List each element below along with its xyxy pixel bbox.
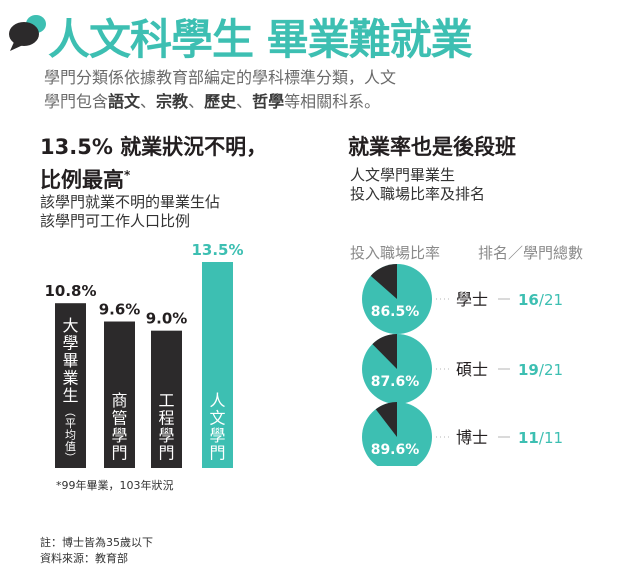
degree-label: 碩士 (456, 360, 488, 379)
speech-bubble-icon (9, 15, 46, 51)
right-sub-line-2: 投入職場比率及排名 (350, 185, 486, 203)
intro-term: 哲學 (252, 92, 285, 111)
left-subheading: 該學門就業不明的畢業生佔 該學門可工作人口比例 (40, 193, 220, 231)
bar-category-char: 業 (62, 369, 78, 388)
bar-category-char: 門 (111, 444, 127, 463)
footer: 註：博士皆為35歲以下 資料來源：教育部 (40, 535, 153, 567)
bar-value-label: 9.0% (146, 310, 188, 328)
page-title: 人文科學生 畢業難就業 (48, 15, 473, 64)
intro-term: 歷史 (204, 92, 237, 111)
bar-category-char: （ (64, 406, 77, 417)
intro-line-1: 學門分類係依據教育部編定的學科標準分類，人文 (44, 68, 397, 87)
rank-total: 21 (544, 291, 563, 309)
column-header-rank: 排名／學門總數 (478, 244, 584, 262)
intro-sep: 、 (188, 92, 205, 111)
footnote-star: * (124, 168, 131, 182)
left-sub-line-1: 該學門就業不明的畢業生佔 (40, 193, 221, 211)
degree-label: 博士 (456, 428, 488, 447)
pie-value-label: 87.6% (371, 374, 420, 390)
bar-value-label: 10.8% (44, 282, 96, 300)
bar (104, 321, 135, 468)
rank-value: 16 (518, 291, 539, 309)
bar-category-char: 均 (65, 429, 76, 442)
rank-label: 19/21 (518, 361, 563, 379)
rank-total: 21 (544, 361, 563, 379)
bar-value-label: 13.5% (191, 241, 243, 259)
intro-suffix: 等相關科系。 (284, 92, 381, 111)
pie-slice-other (375, 402, 397, 437)
bar-category-char: 學 (111, 426, 127, 445)
pie-slice-other (370, 264, 397, 299)
footer-note: 註：博士皆為35歲以下 (40, 536, 153, 549)
bar-category-char: 大 (62, 316, 78, 335)
bar-category-char: 文 (209, 409, 225, 428)
degree-label: 學士 (456, 290, 488, 309)
pie-slice-other (372, 334, 397, 369)
intro-line-2: 學門包含語文、宗教、歷史、哲學等相關科系。 (44, 90, 514, 114)
bar-category-char: 學 (209, 426, 225, 445)
bar-value-label: 9.6% (99, 301, 141, 319)
left-sub-line-2: 該學門可工作人口比例 (40, 212, 191, 230)
bar-category-char: 程 (158, 409, 174, 428)
bar (202, 262, 233, 468)
bar-category-char: 學 (158, 426, 174, 445)
rank-value: 11 (518, 429, 539, 447)
bar-category-char: 畢 (62, 351, 78, 370)
bar-category-char: 商 (111, 391, 127, 410)
pie-value-label: 89.6% (371, 442, 420, 458)
footer-source: 資料來源：教育部 (40, 552, 128, 565)
intro-sep: 、 (140, 92, 157, 111)
bar-category-char: 平 (65, 417, 76, 430)
bar-category-char: 工 (158, 391, 174, 410)
right-subheading: 人文學門畢業生 投入職場比率及排名 (350, 166, 485, 204)
rank-total: 11 (544, 429, 563, 447)
intro-text: 學門分類係依據教育部編定的學科標準分類，人文 學門包含語文、宗教、歷史、哲學等相… (44, 66, 514, 114)
rank-label: 11/11 (518, 429, 563, 447)
column-header-rate: 投入職場比率 (350, 244, 441, 262)
intro-sep: 、 (236, 92, 253, 111)
bar-category-char: 生 (62, 386, 78, 405)
bar-footnote: *99年畢業，103年狀況 (56, 479, 174, 492)
rank-separator: / (539, 291, 545, 309)
bar-category-char: 管 (111, 409, 127, 428)
rank-value: 19 (518, 361, 539, 379)
bar-category-char: 門 (158, 444, 174, 463)
bar-category-char: ） (64, 452, 77, 463)
pie-value-label: 86.5% (371, 304, 420, 320)
intro-term: 宗教 (156, 92, 189, 111)
bar-category-char: 門 (209, 444, 225, 463)
intro-prefix: 學門包含 (44, 92, 109, 111)
rank-label: 16/21 (518, 291, 563, 309)
bar (55, 303, 86, 468)
left-heading-line-2: 比例最高* (40, 161, 267, 194)
intro-term: 語文 (108, 92, 141, 111)
right-heading: 就業率也是後段班 (348, 135, 516, 159)
left-heading-line-1: 13.5% 就業狀況不明， (40, 135, 268, 159)
bar-category-char: 值 (65, 440, 76, 453)
left-heading-line-2-text: 比例最高 (40, 168, 124, 192)
bar-category-char: 學 (62, 334, 78, 353)
bar-category-char: 人 (209, 391, 225, 410)
rank-separator: / (539, 361, 545, 379)
rank-separator: / (539, 429, 545, 447)
right-sub-line-1: 人文學門畢業生 (350, 166, 456, 184)
left-heading: 13.5% 就業狀況不明， 比例最高* (40, 133, 267, 194)
bar (151, 330, 182, 468)
